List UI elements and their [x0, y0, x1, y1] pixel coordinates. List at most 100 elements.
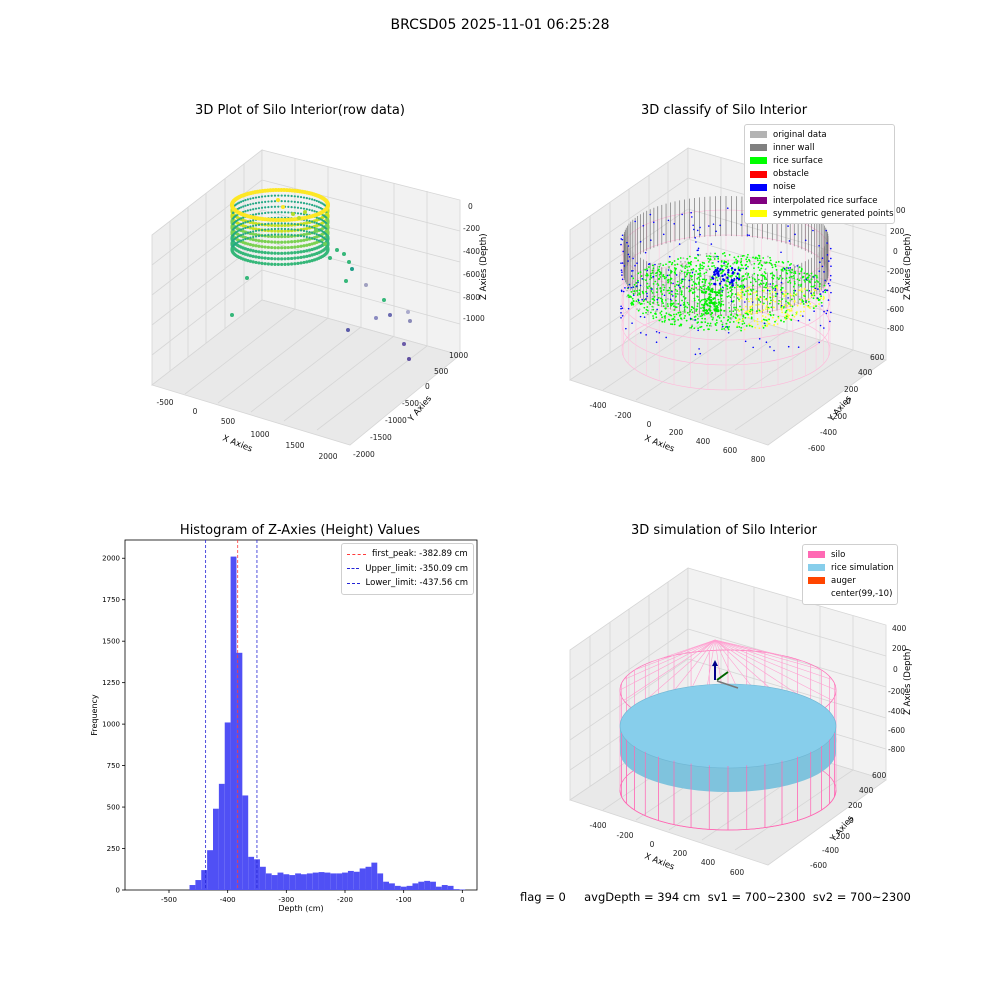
surface-point	[748, 309, 751, 312]
wall-point	[240, 206, 243, 209]
classify-3d-plot[interactable]: -400 -200 0 200 400 600 800 -600 -400 -2…	[500, 0, 1000, 500]
surface-point	[755, 294, 758, 297]
noise-point	[665, 336, 667, 339]
noise-point	[667, 219, 670, 222]
surface-point	[676, 280, 679, 283]
surface-point	[683, 266, 686, 268]
wall-point	[313, 199, 316, 202]
wall-point	[246, 237, 249, 240]
surface-point	[730, 288, 733, 291]
wall-point	[236, 230, 239, 233]
surface-point	[762, 282, 765, 285]
rice-peak-point	[719, 304, 722, 307]
histogram-bar	[213, 808, 219, 890]
surface-point	[810, 274, 813, 277]
noise-point	[780, 304, 783, 307]
surface-point	[707, 261, 710, 263]
wall-point	[264, 200, 267, 203]
sim-ytick: -400	[822, 846, 839, 855]
noise-point	[620, 243, 622, 246]
surface-point	[720, 320, 723, 322]
wall-point	[307, 259, 312, 263]
noise-point	[666, 274, 669, 277]
noise-point	[697, 247, 700, 250]
noise-point	[620, 262, 622, 264]
surface-point	[637, 301, 639, 304]
wall-point	[251, 238, 255, 242]
noise-cluster-point	[713, 273, 716, 276]
surface-point	[788, 269, 790, 272]
sim-xtick: 400	[701, 858, 716, 867]
wall-point	[276, 229, 280, 233]
wall-point	[302, 224, 306, 227]
surface-point	[745, 298, 748, 300]
surface-point	[753, 272, 756, 275]
noise-point	[712, 223, 715, 226]
surface-point	[727, 318, 730, 321]
surface-point	[685, 273, 688, 276]
surface-point	[772, 282, 774, 285]
surface-point	[663, 320, 666, 323]
rice-peak-point	[711, 290, 714, 293]
surface-point	[692, 281, 695, 283]
rice-peak-point	[705, 299, 708, 302]
wall-point	[296, 201, 300, 204]
surface-point	[630, 290, 633, 293]
surface-point	[738, 275, 741, 277]
classify-ztick: -200	[887, 267, 904, 276]
surface-point	[680, 264, 683, 267]
y-tick-label: 250	[107, 845, 120, 853]
simulation-3d-plot[interactable]: -400 -200 0 200 400 600 -600 -400 -200 0…	[500, 500, 1000, 900]
surface-point	[695, 308, 698, 311]
wall-point	[270, 200, 273, 203]
surface-point	[823, 284, 826, 287]
wall-point	[273, 223, 277, 228]
surface-point	[690, 326, 693, 329]
surface-point	[810, 272, 813, 275]
raw-3d-plot[interactable]: -500 0 500 1000 1500 2000 -2000 -1500 -1…	[0, 0, 500, 500]
surface-point	[732, 321, 735, 323]
surface-point	[659, 271, 662, 274]
raw-ytick: -500	[402, 399, 419, 408]
auger-y-arrow	[716, 671, 729, 681]
surface-point	[710, 313, 712, 316]
wall-point	[246, 203, 249, 207]
surface-point	[787, 281, 790, 284]
rice-peak-point	[710, 298, 713, 302]
surface-point	[756, 274, 759, 277]
surface-point	[733, 307, 736, 310]
wall-point	[270, 245, 274, 250]
rice-peak-point	[709, 290, 712, 293]
surface-point	[727, 262, 730, 265]
surface-point	[665, 312, 668, 315]
outlier-point	[382, 298, 386, 302]
wall-point	[290, 262, 294, 266]
surface-point	[804, 280, 806, 283]
wall-point	[302, 229, 306, 232]
surface-point	[664, 315, 667, 317]
surface-point	[739, 305, 741, 308]
histogram-chart[interactable]: -500 -400 -300 -200 -100 0 025050075010001250…	[0, 500, 500, 920]
legend-item-lower-limit: Lower_limit: -437.56 cm	[347, 576, 468, 591]
wall-point	[260, 234, 264, 237]
wall-point	[248, 259, 253, 263]
surface-point	[645, 274, 648, 277]
surface-point	[746, 256, 749, 259]
surface-point	[740, 326, 743, 329]
wall-point	[308, 236, 311, 239]
noise-point	[769, 283, 772, 285]
noise-point	[682, 278, 684, 281]
wall-point	[283, 240, 287, 244]
wall-point	[252, 230, 255, 233]
surface-point	[693, 273, 696, 276]
noise-point	[692, 224, 694, 227]
wall-point	[276, 240, 280, 244]
surface-point	[767, 283, 770, 286]
surface-point	[755, 304, 758, 306]
wall-point	[270, 223, 274, 227]
surface-point	[729, 287, 731, 289]
noise-point	[637, 299, 640, 302]
noise-point	[647, 263, 650, 266]
surface-point	[728, 254, 731, 256]
outlier-point	[276, 198, 280, 202]
